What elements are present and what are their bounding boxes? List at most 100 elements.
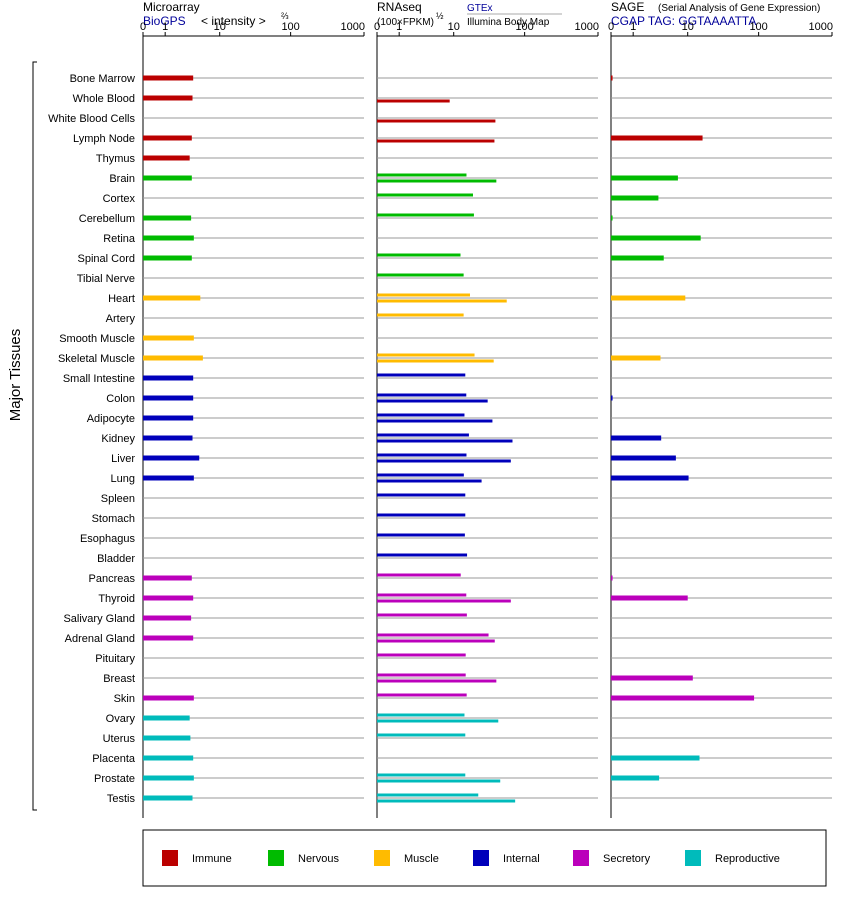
legend-label: Internal bbox=[503, 853, 540, 865]
tissue-label: Smooth Muscle bbox=[59, 333, 135, 345]
rnaseq-bar-gtex bbox=[377, 573, 461, 577]
microarray-intensity-exponent: ⅔ bbox=[281, 11, 289, 21]
rnaseq-gtex-label: GTEx bbox=[467, 3, 493, 14]
rnaseq-bar-illumina bbox=[377, 479, 482, 483]
microarray-bar bbox=[143, 715, 190, 721]
legend-label: Reproductive bbox=[715, 853, 780, 865]
rnaseq-bar-illumina bbox=[377, 359, 494, 363]
rnaseq-tick-label: 1 bbox=[396, 21, 402, 33]
microarray-tick-label: 100 bbox=[281, 21, 299, 33]
sage-bar bbox=[611, 75, 613, 81]
rnaseq-bar-gtex bbox=[377, 593, 467, 597]
sage-tick-label: 10 bbox=[682, 21, 694, 33]
tissue-label: Lymph Node bbox=[73, 133, 135, 145]
rnaseq-bar-gtex bbox=[377, 493, 466, 497]
microarray-bar bbox=[143, 255, 192, 261]
legend-label: Nervous bbox=[298, 853, 339, 865]
tissue-label: Kidney bbox=[101, 433, 135, 445]
rnaseq-bar-illumina bbox=[377, 419, 493, 423]
sage-bar bbox=[611, 195, 659, 201]
y-axis-title: Major Tissues bbox=[7, 329, 24, 422]
rnaseq-tick-label: 1000 bbox=[575, 21, 599, 33]
tissue-label: Breast bbox=[103, 673, 135, 685]
legend-swatch bbox=[685, 850, 701, 866]
tissue-label: Cortex bbox=[103, 193, 136, 205]
tissue-label: Liver bbox=[111, 453, 135, 465]
legend: Immune Nervous Muscle Internal Secretory Repr… bbox=[142, 829, 827, 887]
rnaseq-bar-illumina bbox=[377, 459, 511, 463]
tissue-label: Brain bbox=[109, 173, 135, 185]
microarray-bar bbox=[143, 155, 190, 161]
sage-bar bbox=[611, 695, 755, 701]
rnaseq-bar-illumina bbox=[377, 139, 495, 143]
microarray-bar bbox=[143, 575, 192, 581]
tissue-label: Pituitary bbox=[95, 653, 135, 665]
microarray-tick-label: 1000 bbox=[341, 21, 365, 33]
sage-bar bbox=[611, 215, 613, 221]
sage-tick-label: 1000 bbox=[809, 21, 833, 33]
rnaseq-illumina-label: Illumina Body Map bbox=[467, 17, 550, 28]
sage-bar bbox=[611, 295, 686, 301]
microarray-bar bbox=[143, 755, 194, 761]
rnaseq-title: RNAseq bbox=[377, 0, 422, 14]
microarray-biogps-link[interactable]: BioGPS bbox=[143, 14, 186, 28]
sage-bar bbox=[611, 575, 613, 581]
tissue-label: Thyroid bbox=[98, 593, 135, 605]
rnaseq-bar-gtex bbox=[377, 433, 469, 437]
microarray-bar bbox=[143, 375, 194, 381]
rnaseq-bar-gtex bbox=[377, 253, 461, 257]
sage-tick-label: 100 bbox=[749, 21, 767, 33]
rnaseq-bar-gtex bbox=[377, 473, 464, 477]
rnaseq-bar-illumina bbox=[377, 119, 496, 123]
legend-swatch bbox=[473, 850, 489, 866]
microarray-intensity-label: < intensity > bbox=[201, 14, 266, 28]
rnaseq-unit-exponent: ½ bbox=[436, 11, 444, 21]
tissue-label: Uterus bbox=[103, 733, 136, 745]
rnaseq-bar-illumina bbox=[377, 299, 507, 303]
sage-bar bbox=[611, 395, 613, 401]
sage-bar bbox=[611, 475, 689, 481]
tissue-label: Heart bbox=[108, 293, 135, 305]
rnaseq-bar-illumina bbox=[377, 679, 497, 683]
microarray-bar bbox=[143, 735, 191, 741]
tissue-label: Spleen bbox=[101, 493, 135, 505]
tissue-label: Thymus bbox=[96, 153, 136, 165]
bars-layer bbox=[143, 75, 755, 803]
microarray-bar bbox=[143, 135, 192, 141]
legend-swatch bbox=[162, 850, 178, 866]
rnaseq-bar-gtex bbox=[377, 193, 473, 197]
microarray-bar bbox=[143, 695, 194, 701]
microarray-bar bbox=[143, 435, 193, 441]
rnaseq-bar-illumina bbox=[377, 719, 499, 723]
y-axis-bracket bbox=[32, 61, 37, 811]
tissue-label: Cerebellum bbox=[79, 213, 135, 225]
microarray-tick-label: 0 bbox=[140, 21, 146, 33]
tissue-label: Bone Marrow bbox=[70, 73, 135, 85]
rnaseq-tick-label: 10 bbox=[448, 21, 460, 33]
tissue-label: Prostate bbox=[94, 773, 135, 785]
microarray-bar bbox=[143, 235, 194, 241]
tissue-label: Skin bbox=[114, 693, 135, 705]
rnaseq-bar-gtex bbox=[377, 713, 465, 717]
tissue-label: White Blood Cells bbox=[48, 113, 135, 125]
rnaseq-bar-gtex bbox=[377, 613, 467, 617]
sage-bar bbox=[611, 175, 678, 181]
rnaseq-bar-gtex bbox=[377, 313, 464, 317]
tissue-label: Adipocyte bbox=[87, 413, 135, 425]
rnaseq-bar-gtex bbox=[377, 293, 470, 297]
rnaseq-tick-label: 0 bbox=[374, 21, 380, 33]
microarray-tick-label: 1 bbox=[162, 21, 168, 33]
sage-bar bbox=[611, 775, 660, 781]
rnaseq-unit-label: (100×FPKM) bbox=[377, 17, 434, 28]
tissue-label: Bladder bbox=[97, 553, 135, 565]
rnaseq-bar-illumina bbox=[377, 799, 516, 803]
rnaseq-bar-gtex bbox=[377, 553, 468, 557]
rnaseq-bar-illumina bbox=[377, 179, 497, 183]
sage-bar bbox=[611, 355, 661, 361]
panel-headers: Microarray BioGPS < intensity > ⅔ RNAseq… bbox=[143, 0, 820, 28]
rnaseq-bar-gtex bbox=[377, 453, 467, 457]
rnaseq-bar-gtex bbox=[377, 693, 467, 697]
rnaseq-bar-gtex bbox=[377, 773, 466, 777]
rnaseq-bar-gtex bbox=[377, 413, 465, 417]
microarray-title: Microarray bbox=[143, 0, 200, 14]
